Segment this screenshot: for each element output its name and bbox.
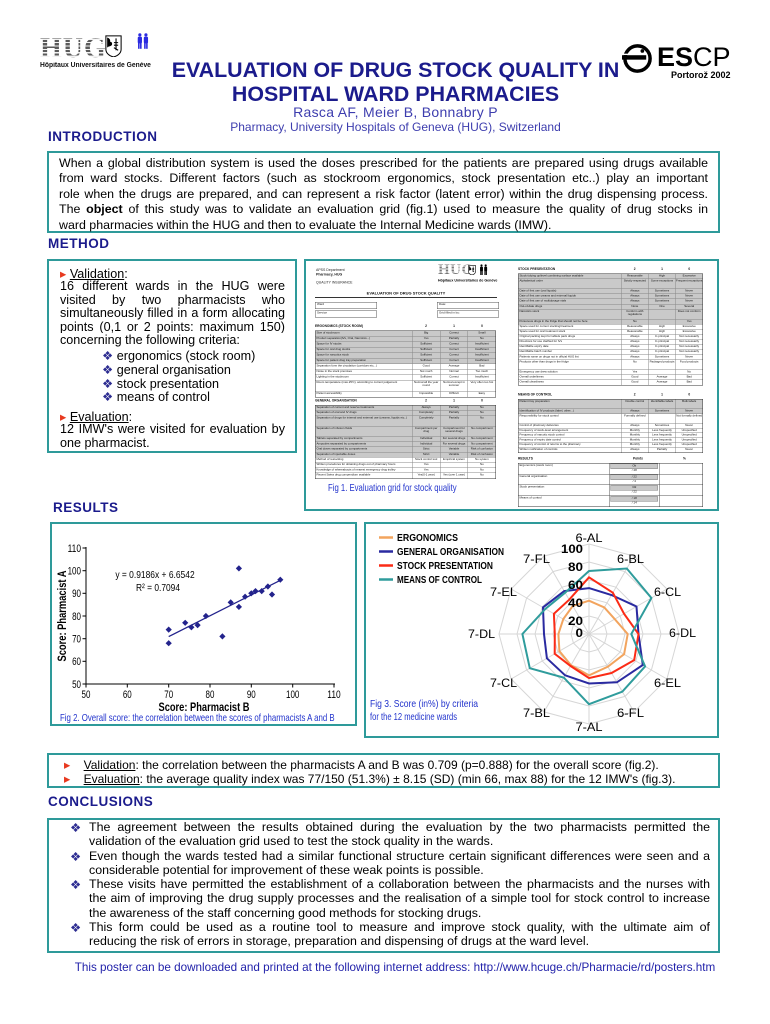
svg-text:20: 20 — [568, 614, 583, 628]
svg-text:6-DL: 6-DL — [669, 628, 697, 640]
svg-text:GENERAL ORGANISATION: GENERAL ORGANISATION — [397, 547, 504, 558]
svg-text:Score: Pharmacist B: Score: Pharmacist B — [159, 702, 250, 714]
svg-text:R² = 0.7094: R² = 0.7094 — [136, 582, 180, 594]
svg-text:70: 70 — [164, 689, 173, 701]
svg-text:Fig 2. Overall score: the corr: Fig 2. Overall score: the correlation be… — [60, 713, 335, 724]
svg-text:STOCK PRESENTATION: STOCK PRESENTATION — [397, 561, 493, 572]
svg-text:60: 60 — [72, 656, 81, 668]
svg-text:50: 50 — [82, 689, 91, 701]
svg-text:0: 0 — [576, 626, 584, 640]
svg-text:7-FL: 7-FL — [523, 554, 551, 566]
svg-text:MEANS OF CONTROL: MEANS OF CONTROL — [397, 575, 482, 586]
svg-text:7-AL: 7-AL — [576, 722, 604, 734]
svg-text:6-EL: 6-EL — [654, 678, 682, 690]
svg-text:6-AL: 6-AL — [576, 533, 604, 545]
svg-text:Score: Pharmacist A: Score: Pharmacist A — [57, 571, 69, 662]
svg-text:ERGONOMICS: ERGONOMICS — [397, 533, 458, 544]
svg-text:6-BL: 6-BL — [617, 554, 645, 566]
svg-text:7-BL: 7-BL — [523, 708, 551, 720]
svg-text:50: 50 — [72, 679, 81, 691]
svg-text:60: 60 — [123, 689, 132, 701]
svg-text:y = 0.9186x + 6.6542: y = 0.9186x + 6.6542 — [115, 569, 194, 581]
svg-text:70: 70 — [72, 634, 81, 646]
svg-text:60: 60 — [568, 578, 583, 592]
svg-text:7-DL: 7-DL — [468, 629, 496, 641]
svg-text:80: 80 — [72, 611, 81, 623]
svg-text:110: 110 — [68, 543, 81, 555]
svg-text:90: 90 — [72, 588, 81, 600]
svg-text:100: 100 — [68, 566, 81, 578]
svg-text:40: 40 — [568, 596, 583, 610]
svg-text:7-EL: 7-EL — [490, 587, 518, 599]
svg-text:6-CL: 6-CL — [654, 587, 682, 599]
svg-text:7-CL: 7-CL — [490, 678, 518, 690]
svg-text:6-FL: 6-FL — [617, 708, 645, 720]
svg-text:80: 80 — [206, 689, 215, 701]
svg-text:100: 100 — [286, 689, 299, 701]
svg-text:110: 110 — [327, 689, 340, 701]
svg-text:for the 12 medicine wards: for the 12 medicine wards — [370, 712, 457, 723]
svg-text:90: 90 — [247, 689, 256, 701]
svg-text:Fig 3. Score (in%) by criteria: Fig 3. Score (in%) by criteria — [370, 699, 478, 710]
svg-text:100: 100 — [561, 542, 583, 556]
svg-text:80: 80 — [568, 560, 583, 574]
